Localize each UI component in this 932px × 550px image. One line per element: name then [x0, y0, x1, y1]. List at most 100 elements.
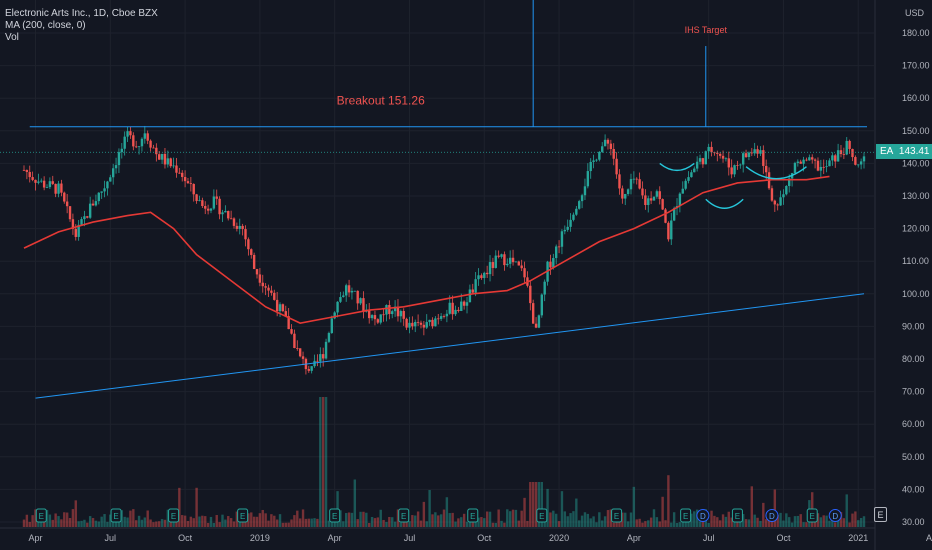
events-icon[interactable]: E [874, 507, 887, 522]
volume-bar [834, 522, 837, 527]
candle [848, 139, 851, 154]
right-shoulder-arc[interactable] [745, 166, 807, 180]
candle [474, 272, 477, 297]
candle [183, 170, 187, 188]
volume-bar [474, 522, 477, 527]
volume-bar [166, 509, 170, 527]
volume-bar [434, 512, 437, 527]
volume-bar [408, 521, 411, 527]
volume-bar [301, 509, 305, 527]
earnings-marker-icon[interactable]: E [398, 508, 410, 523]
candle [782, 189, 785, 205]
x-tick-label: Oct [776, 533, 791, 543]
price-axis[interactable]: 30.00 40.00 50.00 60.00 70.00 80.00 90.00 100.0… [902, 28, 930, 527]
volume-bar [462, 513, 466, 527]
volume-bar [146, 510, 149, 527]
earnings-marker-icon[interactable]: E [467, 508, 479, 523]
volume-bar [454, 521, 457, 527]
symbol-title[interactable]: Electronic Arts Inc., 1D, Cboe BZX [5, 8, 158, 19]
candle [534, 317, 538, 329]
candle [554, 244, 558, 265]
volume-bar [741, 513, 745, 527]
volume-bar [693, 511, 696, 527]
volume-bar [497, 509, 500, 527]
ma-indicator-label[interactable]: MA (200, close, 0) [5, 20, 86, 31]
volume-bar [816, 513, 820, 527]
volume-bar [140, 519, 144, 527]
earnings-marker-icon[interactable]: E [329, 508, 341, 523]
candle [508, 250, 512, 269]
earnings-marker-icon[interactable]: E [110, 508, 122, 523]
candle [788, 174, 791, 193]
earnings-marker-icon[interactable]: E [35, 508, 47, 523]
earnings-marker-icon[interactable]: E [168, 508, 180, 523]
dividend-marker-icon[interactable]: D [696, 509, 710, 522]
candle [40, 178, 43, 183]
volume-bar [862, 516, 866, 527]
candle [773, 199, 777, 212]
candle [31, 171, 34, 182]
candle [65, 193, 69, 214]
time-axis[interactable]: Apr Jul Oct 2019 Apr Jul Oct 2020 Apr Jul Oct 2021 A… [28, 508, 932, 543]
volume-indicator-label[interactable]: Vol [5, 32, 19, 43]
left-shoulder-arc[interactable] [659, 162, 695, 172]
earnings-marker-icon[interactable]: E [731, 508, 743, 523]
volume-bar [431, 514, 434, 527]
candle [583, 178, 587, 201]
earnings-marker-icon[interactable]: E [237, 508, 249, 523]
candle [336, 301, 339, 318]
candle [612, 143, 615, 166]
volume-bar [698, 521, 702, 527]
ma-200-line[interactable] [23, 175, 830, 324]
volume-bar [480, 517, 483, 527]
volume-bar [365, 512, 368, 527]
volume-bar [307, 518, 310, 527]
volume-bar [442, 509, 446, 527]
volume-bar [713, 515, 716, 527]
candle [471, 283, 474, 294]
volume-bar [189, 516, 193, 527]
candle [701, 157, 705, 168]
volume-bar [359, 511, 362, 527]
candle [48, 177, 52, 189]
candle [45, 184, 49, 189]
candle [439, 313, 443, 322]
earnings-marker-icon[interactable]: E [536, 508, 548, 523]
candle [298, 348, 302, 358]
y-tick-label: 100.00 [902, 289, 930, 299]
candle [258, 268, 262, 287]
volume-bar [183, 515, 187, 527]
candle [106, 180, 109, 196]
volume-bar [670, 522, 673, 527]
volume-bar [425, 521, 428, 527]
earnings-marker-icon[interactable]: E [680, 508, 692, 523]
volume-bar [250, 512, 253, 527]
earnings-marker-icon[interactable]: E [611, 508, 623, 523]
support-trendline[interactable] [35, 293, 865, 399]
candle [132, 132, 135, 151]
volume-bar [296, 510, 299, 527]
candle [718, 152, 722, 159]
candle [500, 253, 503, 259]
candle [862, 152, 866, 169]
candle [834, 153, 837, 168]
candle [152, 144, 155, 149]
volume-bar [339, 510, 342, 527]
candle [235, 222, 239, 232]
y-tick-label: 160.00 [902, 93, 930, 103]
ihs-target-label: IHS Target [685, 25, 728, 35]
candle [178, 167, 181, 174]
dividend-marker-icon[interactable]: D [828, 509, 842, 522]
volume-bar [370, 516, 374, 527]
y-tick-label: 60.00 [902, 419, 925, 429]
dividend-marker-icon[interactable]: D [765, 509, 779, 522]
candle [261, 274, 264, 293]
candle [117, 148, 121, 173]
y-tick-label: 70.00 [902, 387, 925, 397]
head-arc[interactable] [705, 198, 744, 209]
ticker-label: EA [880, 146, 894, 157]
svg-text:D: D [769, 512, 775, 521]
candle [658, 186, 661, 205]
earnings-marker-icon[interactable]: E [806, 508, 818, 523]
